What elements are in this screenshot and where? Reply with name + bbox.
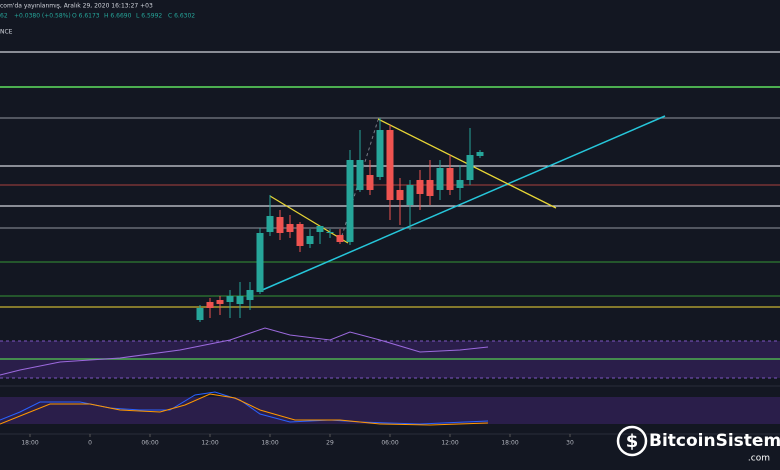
candle-body <box>406 185 414 205</box>
candle-body <box>426 180 434 196</box>
watermark-suffix: .com <box>748 454 770 464</box>
x-tick-label: 30 <box>566 440 574 447</box>
close: C 6.6302 <box>168 13 195 20</box>
candle-body <box>226 296 234 302</box>
candle-body <box>366 175 374 190</box>
candle-body <box>466 155 474 180</box>
candle-body <box>266 216 274 232</box>
rsi-line <box>0 327 489 376</box>
x-tick-label: 18:00 <box>21 440 38 447</box>
logo: $ <box>616 425 648 457</box>
candle-body <box>206 302 214 308</box>
stoch-d <box>0 393 489 426</box>
candle-body <box>256 233 264 292</box>
candle-body <box>326 232 334 233</box>
candle-body <box>196 308 204 320</box>
x-tick-label: 18:00 <box>501 440 518 447</box>
open: O 6.6173 <box>72 13 100 20</box>
candle-body <box>236 296 244 304</box>
x-axis: 18:00 0 06:00 12:00 18:00 29 06:00 12:00 18:00 30 <box>21 434 574 447</box>
x-tick-label: 18:00 <box>261 440 278 447</box>
candle-body <box>216 300 224 304</box>
candle-body <box>346 160 354 242</box>
candle-body <box>446 168 454 190</box>
candle-body <box>416 180 424 194</box>
candles <box>196 118 484 322</box>
indicator: NCE <box>0 29 13 36</box>
source: com'da yayınlanmış, Aralık 29, 2020 16:1… <box>0 3 153 10</box>
candle-body <box>296 224 304 246</box>
candle-body <box>276 217 284 233</box>
candle-body <box>456 180 464 188</box>
low: L 6.5992 <box>136 13 162 20</box>
candle-body <box>306 236 314 244</box>
high: H 6.6690 <box>104 13 132 20</box>
candle-body <box>436 168 444 190</box>
candle-body <box>246 290 254 300</box>
candle-body <box>336 235 344 242</box>
candle-body <box>396 190 404 200</box>
x-tick-label: 06:00 <box>381 440 398 447</box>
x-tick-label: 29 <box>326 440 334 447</box>
candle-body <box>356 160 364 190</box>
stoch-band <box>0 397 780 424</box>
trendlines <box>259 115 666 292</box>
x-tick-label: 12:00 <box>201 440 218 447</box>
candle-body <box>316 226 324 232</box>
candle-body <box>476 152 484 156</box>
x-tick-label: 06:00 <box>141 440 158 447</box>
x-tick-label: 12:00 <box>441 440 458 447</box>
watermark-name: BitcoinSistemi <box>649 431 780 451</box>
quote: 62 <box>0 13 8 20</box>
candle-body <box>376 130 384 177</box>
candle-body <box>386 130 394 200</box>
change: +0.0380 (+0.58%) <box>14 13 71 20</box>
x-tick-label: 0 <box>88 440 92 447</box>
candle-body <box>286 224 294 232</box>
svg-text:$: $ <box>626 431 639 452</box>
